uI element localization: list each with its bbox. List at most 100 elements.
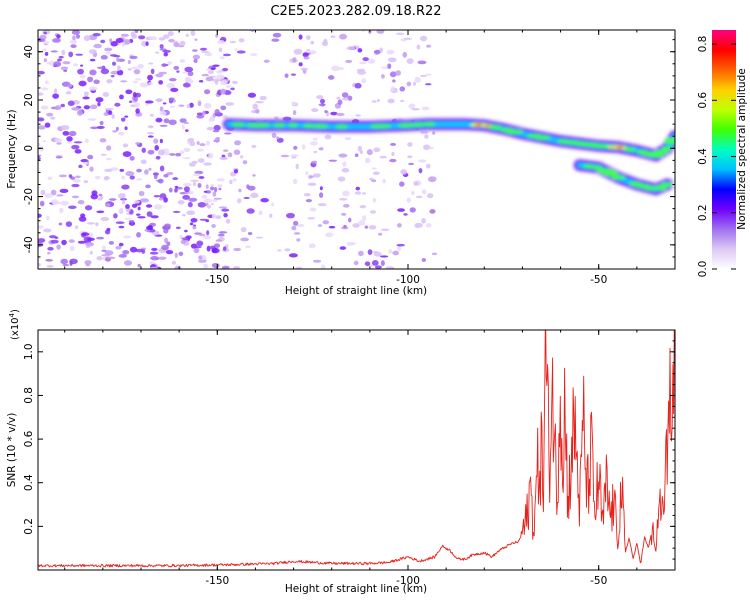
noise-speckle xyxy=(336,96,341,100)
noise-speckle xyxy=(80,64,84,67)
noise-speckle xyxy=(184,66,194,73)
noise-speckle xyxy=(61,49,66,56)
noise-speckle xyxy=(219,156,228,161)
colorbar-tick-label: 0.4 xyxy=(697,148,709,165)
noise-speckle xyxy=(97,197,103,201)
noise-speckle xyxy=(208,117,215,122)
noise-speckle xyxy=(135,142,141,145)
noise-speckle xyxy=(190,217,198,223)
noise-speckle xyxy=(173,42,180,48)
noise-speckle xyxy=(83,91,89,97)
noise-speckle xyxy=(354,82,362,89)
noise-speckle xyxy=(43,58,47,63)
noise-speckle xyxy=(130,31,136,38)
noise-speckle xyxy=(252,103,259,110)
noise-speckle xyxy=(134,78,142,81)
ridge-blob xyxy=(646,153,664,158)
noise-speckle xyxy=(174,185,179,188)
noise-speckle xyxy=(133,96,138,102)
noise-speckle xyxy=(149,251,159,255)
noise-speckle xyxy=(99,138,107,143)
noise-speckle xyxy=(339,246,347,250)
noise-speckle xyxy=(290,154,299,157)
noise-speckle xyxy=(87,118,97,121)
noise-speckle xyxy=(137,263,141,268)
noise-speckle xyxy=(108,198,117,201)
noise-speckle xyxy=(358,250,364,257)
noise-speckle xyxy=(136,168,142,173)
colorbar-ticks: 0.0 0.2 0.4 0.6 0.8 xyxy=(697,36,736,277)
noise-speckle xyxy=(192,173,201,177)
noise-speckle xyxy=(247,185,256,191)
noise-speckle xyxy=(96,210,105,214)
noise-speckle xyxy=(158,197,164,201)
noise-speckle xyxy=(175,226,181,230)
noise-speckle xyxy=(137,35,146,40)
noise-speckle xyxy=(178,104,185,107)
noise-speckle xyxy=(53,88,58,94)
ridge-blob xyxy=(231,122,246,127)
noise-speckle xyxy=(421,218,426,224)
noise-speckle xyxy=(54,105,62,111)
noise-speckle xyxy=(292,178,298,185)
noise-speckle xyxy=(400,169,408,175)
noise-speckle xyxy=(163,197,168,203)
noise-speckle xyxy=(206,204,212,209)
figure-title: C2E5.2023.282.09.18.R22 xyxy=(270,4,441,19)
noise-speckle xyxy=(71,144,80,150)
noise-speckle xyxy=(357,70,367,75)
noise-speckle xyxy=(115,37,124,43)
noise-speckle xyxy=(171,260,177,265)
noise-speckle xyxy=(83,179,89,184)
noise-speckle xyxy=(180,239,187,245)
noise-speckle xyxy=(162,49,171,53)
ridge-hotspot xyxy=(474,123,483,127)
noise-speckle xyxy=(312,137,318,141)
noise-speckle xyxy=(159,165,165,172)
noise-speckle xyxy=(358,220,366,226)
noise-speckle xyxy=(145,225,154,230)
noise-speckle xyxy=(312,259,322,263)
noise-speckle xyxy=(193,245,202,249)
noise-speckle xyxy=(408,103,416,109)
noise-speckle xyxy=(59,188,69,194)
noise-speckle xyxy=(192,226,197,230)
noise-speckle xyxy=(128,100,133,104)
noise-speckle xyxy=(159,138,163,144)
noise-speckle xyxy=(109,38,113,43)
noise-speckle xyxy=(346,241,355,246)
noise-speckle xyxy=(378,232,383,236)
noise-speckle xyxy=(220,88,226,95)
noise-speckle xyxy=(276,137,284,143)
noise-speckle xyxy=(187,137,195,143)
noise-speckle xyxy=(222,67,229,72)
noise-speckle xyxy=(215,239,223,242)
noise-speckle xyxy=(118,242,124,247)
ridge-blob xyxy=(423,121,436,127)
noise-speckle xyxy=(353,260,359,266)
noise-speckle xyxy=(100,39,106,44)
ridge-blob xyxy=(252,123,271,128)
noise-speckle xyxy=(50,239,59,244)
noise-speckle xyxy=(121,175,126,180)
noise-speckle xyxy=(122,249,130,255)
noise-speckle xyxy=(89,250,93,255)
noise-speckle xyxy=(357,48,363,53)
noise-speckle xyxy=(163,174,169,178)
noise-speckle xyxy=(133,102,140,108)
noise-speckle xyxy=(421,258,427,263)
noise-speckle xyxy=(71,107,80,111)
noise-speckle xyxy=(371,259,379,266)
noise-speckle xyxy=(227,152,233,158)
noise-speckle xyxy=(52,38,61,43)
noise-speckle xyxy=(203,89,211,95)
noise-speckle xyxy=(117,131,125,136)
noise-speckle xyxy=(40,105,49,110)
noise-speckle xyxy=(387,63,392,69)
noise-speckle xyxy=(189,222,194,226)
noise-speckle xyxy=(60,103,66,108)
noise-speckle xyxy=(352,223,360,228)
noise-speckle xyxy=(337,99,343,105)
noise-speckle xyxy=(246,208,255,214)
noise-speckle xyxy=(128,220,135,223)
